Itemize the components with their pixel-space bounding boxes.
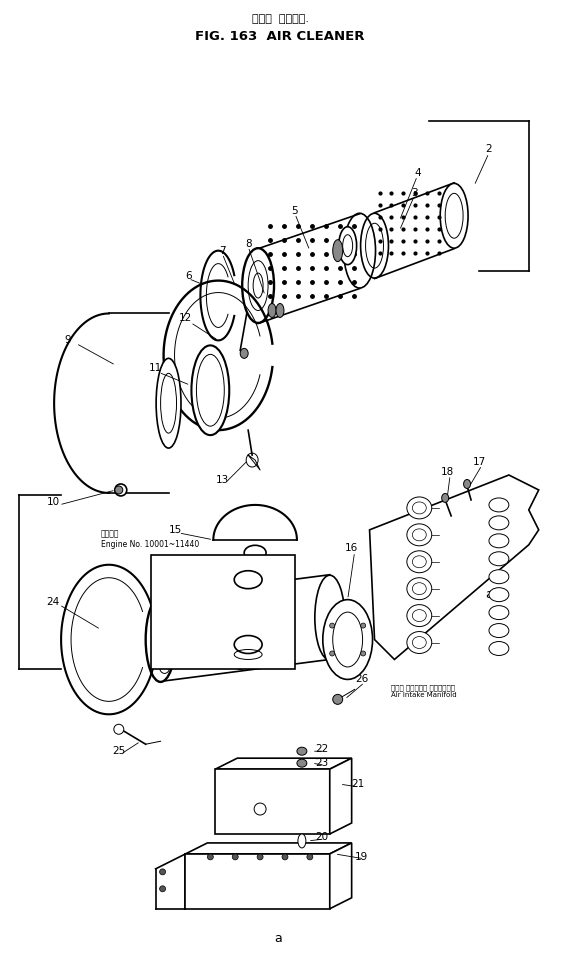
Ellipse shape bbox=[407, 551, 432, 573]
Text: 4: 4 bbox=[414, 168, 421, 178]
Bar bbox=[151, 555, 295, 669]
Text: 13: 13 bbox=[215, 475, 229, 485]
Text: 12: 12 bbox=[179, 313, 192, 324]
Ellipse shape bbox=[114, 724, 124, 734]
Text: a: a bbox=[485, 588, 493, 601]
Ellipse shape bbox=[489, 552, 509, 565]
Text: 15: 15 bbox=[169, 525, 182, 535]
Text: 5: 5 bbox=[292, 205, 298, 216]
Text: a: a bbox=[274, 932, 282, 945]
Ellipse shape bbox=[489, 570, 509, 584]
Ellipse shape bbox=[489, 624, 509, 638]
Text: 6: 6 bbox=[185, 270, 192, 281]
Ellipse shape bbox=[244, 545, 266, 561]
Ellipse shape bbox=[330, 651, 335, 656]
Text: 11: 11 bbox=[149, 363, 162, 373]
Text: 20: 20 bbox=[315, 832, 328, 842]
Ellipse shape bbox=[240, 349, 248, 358]
Ellipse shape bbox=[307, 854, 313, 860]
Ellipse shape bbox=[333, 240, 343, 262]
Text: エアー インテーク マニホールド
Air Intake Manifold: エアー インテーク マニホールド Air Intake Manifold bbox=[392, 685, 457, 698]
Ellipse shape bbox=[208, 854, 213, 860]
Text: 25: 25 bbox=[112, 746, 126, 756]
Ellipse shape bbox=[407, 524, 432, 546]
Ellipse shape bbox=[323, 600, 373, 679]
Ellipse shape bbox=[159, 869, 165, 875]
Text: エアー  クリーナ.: エアー クリーナ. bbox=[251, 14, 309, 24]
Ellipse shape bbox=[361, 623, 366, 628]
Text: 適用番号
Engine No. 10001~11440: 適用番号 Engine No. 10001~11440 bbox=[101, 530, 199, 549]
Ellipse shape bbox=[361, 651, 366, 656]
Text: 23: 23 bbox=[315, 758, 328, 768]
Text: 7: 7 bbox=[219, 245, 226, 256]
Ellipse shape bbox=[249, 571, 271, 593]
Polygon shape bbox=[215, 758, 352, 769]
Text: 26: 26 bbox=[355, 674, 368, 685]
Ellipse shape bbox=[489, 605, 509, 620]
Ellipse shape bbox=[339, 226, 357, 265]
Polygon shape bbox=[186, 843, 352, 854]
Ellipse shape bbox=[242, 248, 274, 323]
Ellipse shape bbox=[489, 587, 509, 602]
Polygon shape bbox=[330, 758, 352, 834]
Text: 19: 19 bbox=[355, 852, 368, 862]
Ellipse shape bbox=[276, 304, 284, 317]
Ellipse shape bbox=[257, 854, 263, 860]
Ellipse shape bbox=[232, 854, 238, 860]
Ellipse shape bbox=[344, 213, 375, 288]
Ellipse shape bbox=[191, 346, 229, 435]
Ellipse shape bbox=[489, 498, 509, 512]
Text: 16: 16 bbox=[345, 542, 358, 553]
Polygon shape bbox=[330, 843, 352, 909]
Ellipse shape bbox=[115, 486, 123, 494]
Ellipse shape bbox=[489, 642, 509, 655]
Polygon shape bbox=[186, 854, 330, 909]
Ellipse shape bbox=[297, 747, 307, 755]
Ellipse shape bbox=[489, 534, 509, 548]
Text: 8: 8 bbox=[245, 239, 251, 248]
Ellipse shape bbox=[463, 479, 471, 488]
Text: 18: 18 bbox=[440, 467, 454, 477]
Ellipse shape bbox=[159, 886, 165, 892]
Text: 17: 17 bbox=[472, 457, 486, 467]
Ellipse shape bbox=[407, 605, 432, 626]
Ellipse shape bbox=[407, 578, 432, 600]
Ellipse shape bbox=[156, 358, 181, 448]
Ellipse shape bbox=[440, 183, 468, 248]
Text: FIG. 163  AIR CLEANER: FIG. 163 AIR CLEANER bbox=[195, 30, 365, 43]
Text: 14: 14 bbox=[174, 595, 187, 605]
Text: 3: 3 bbox=[411, 188, 417, 198]
Ellipse shape bbox=[298, 834, 306, 848]
Text: 24: 24 bbox=[47, 597, 60, 606]
Text: 22: 22 bbox=[315, 744, 328, 754]
Ellipse shape bbox=[146, 597, 176, 682]
Text: 1: 1 bbox=[162, 558, 169, 568]
Ellipse shape bbox=[282, 854, 288, 860]
Polygon shape bbox=[370, 475, 539, 660]
Ellipse shape bbox=[333, 694, 343, 705]
Ellipse shape bbox=[442, 494, 449, 502]
Ellipse shape bbox=[330, 623, 335, 628]
Polygon shape bbox=[215, 769, 330, 834]
Ellipse shape bbox=[297, 759, 307, 767]
Text: 9: 9 bbox=[65, 335, 71, 346]
Ellipse shape bbox=[407, 497, 432, 519]
Ellipse shape bbox=[489, 516, 509, 530]
Text: 2: 2 bbox=[486, 144, 492, 154]
Ellipse shape bbox=[407, 631, 432, 653]
Text: 10: 10 bbox=[47, 497, 59, 507]
Ellipse shape bbox=[268, 304, 276, 317]
Ellipse shape bbox=[115, 484, 127, 496]
Ellipse shape bbox=[315, 575, 344, 660]
Text: 21: 21 bbox=[351, 779, 364, 789]
